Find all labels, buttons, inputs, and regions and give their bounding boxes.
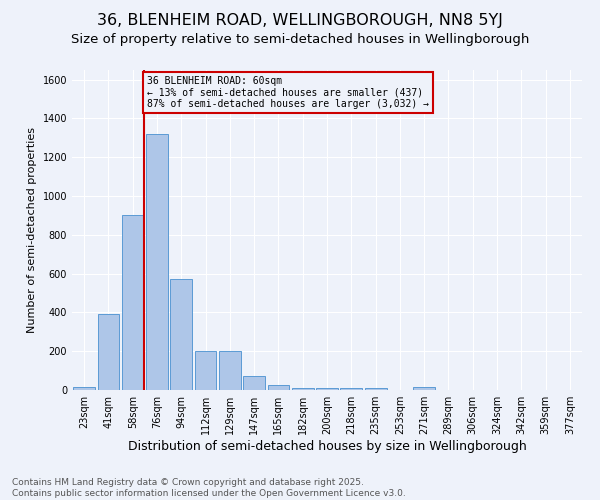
Bar (97, 314, 119, 390)
Text: 36, BLENHEIM ROAD, WELLINGBOROUGH, NN8 5YJ: 36, BLENHEIM ROAD, WELLINGBOROUGH, NN8 5… (97, 12, 503, 28)
Bar (292, 388, 314, 390)
Text: 36 BLENHEIM ROAD: 60sqm
← 13% of semi-detached houses are smaller (437)
87% of s: 36 BLENHEIM ROAD: 60sqm ← 13% of semi-de… (147, 76, 429, 109)
Text: Size of property relative to semi-detached houses in Wellingborough: Size of property relative to semi-detach… (71, 32, 529, 46)
Bar (219, 351, 241, 390)
Y-axis label: Number of semi-detached properties: Number of semi-detached properties (27, 127, 37, 333)
X-axis label: Distribution of semi-detached houses by size in Wellingborough: Distribution of semi-detached houses by … (128, 440, 526, 453)
Bar (340, 388, 362, 390)
Text: Contains HM Land Registry data © Crown copyright and database right 2025.
Contai: Contains HM Land Registry data © Crown c… (12, 478, 406, 498)
Bar (73, 387, 95, 390)
Bar (146, 134, 168, 390)
Bar (316, 388, 338, 390)
Bar (413, 386, 435, 390)
Bar (365, 388, 386, 390)
Bar (122, 216, 143, 390)
Bar (268, 385, 289, 390)
Bar (243, 376, 265, 390)
Bar (194, 351, 217, 390)
Bar (170, 280, 192, 390)
